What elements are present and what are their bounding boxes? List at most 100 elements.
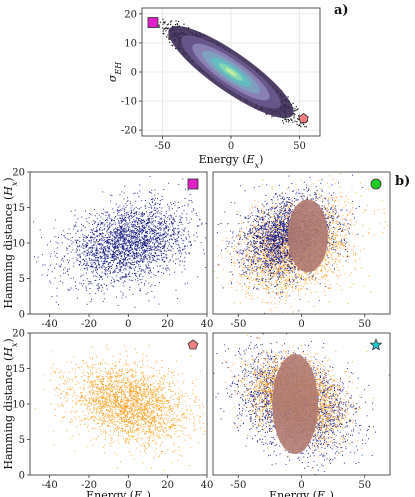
point [126,247,128,249]
point [134,255,135,257]
point [119,253,121,255]
point [118,221,120,223]
point [191,201,193,203]
point [152,233,154,235]
point [128,279,130,281]
point [93,255,95,257]
point [147,261,149,263]
point [117,305,119,306]
point [118,269,120,271]
point [106,257,108,259]
point [93,270,94,272]
point [104,239,105,241]
point [89,240,91,242]
point [138,261,140,263]
point [107,250,109,252]
point [144,238,146,240]
point [159,212,161,214]
point [135,212,137,214]
point [174,205,176,207]
point [111,241,113,242]
point [172,254,174,256]
point [87,265,89,266]
point [151,207,152,209]
point [117,245,119,246]
point [174,221,176,222]
point [153,244,155,246]
point [128,272,130,274]
point [175,263,176,265]
point [140,282,142,283]
point [149,261,151,263]
point [129,220,131,222]
point [144,244,146,246]
point [121,233,123,234]
point [109,223,111,224]
point [182,260,183,262]
point [101,222,103,224]
point [84,251,86,253]
point [163,257,165,259]
point [140,289,142,291]
point [113,256,115,258]
point [134,249,136,251]
point [66,259,68,261]
point [102,264,104,266]
point [173,219,175,220]
point [144,239,146,241]
point [163,222,165,224]
point [169,21,172,23]
point [83,251,85,253]
point [166,227,168,229]
point [107,251,109,253]
point [137,245,138,247]
point [79,255,81,257]
point [163,233,165,235]
point [141,228,143,230]
point [106,288,108,290]
point [49,280,51,282]
xtick-label-a-2: 50 [293,141,306,152]
point [120,267,122,269]
point [135,241,137,243]
point [121,225,123,227]
point [107,256,109,258]
point [105,235,106,236]
point [101,267,103,269]
point [181,238,183,239]
point [75,288,77,289]
point [124,234,126,236]
point [133,220,135,222]
point [168,207,170,209]
point [158,216,160,218]
point [142,229,144,231]
point [118,229,119,231]
point [160,235,161,237]
point [114,231,116,233]
point [139,254,141,256]
point [132,248,133,250]
point [124,249,126,251]
point [149,221,150,223]
point [136,275,138,277]
point [140,255,142,257]
point [116,257,118,259]
point [122,252,124,254]
point [138,226,140,228]
point [66,271,68,272]
point [174,233,176,235]
density-level-6 [225,67,237,77]
point [108,236,110,238]
point [112,240,114,242]
point [123,235,125,237]
point [157,203,159,205]
point [143,259,145,260]
point [170,215,172,217]
point [145,249,147,251]
point [119,224,120,226]
point [128,273,129,275]
point [93,262,95,264]
point [164,232,166,234]
point [119,252,121,254]
